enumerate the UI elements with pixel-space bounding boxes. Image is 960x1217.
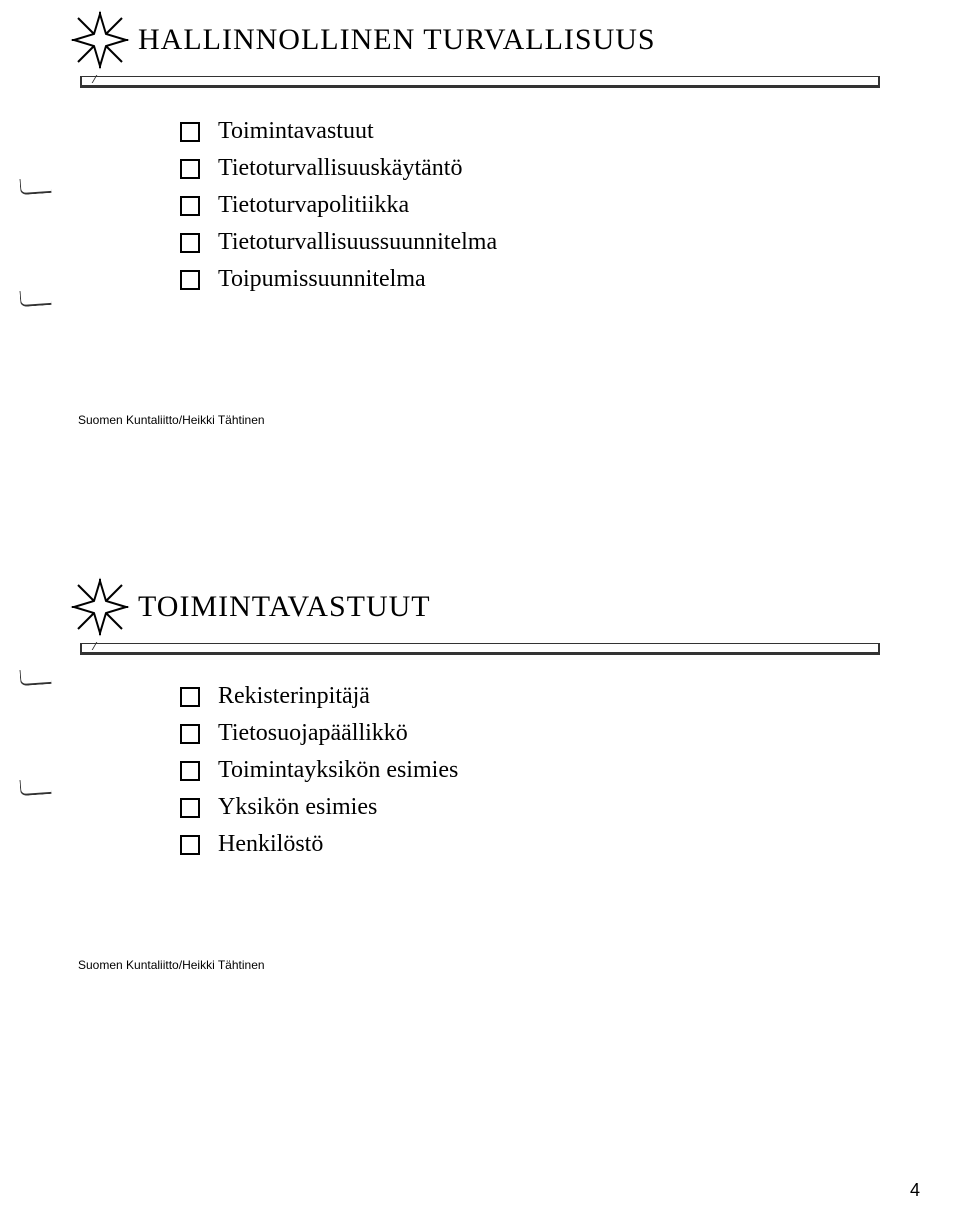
section-hallinnollinen: HALLINNOLLINEN TURVALLISUUS Toimintavast… <box>0 0 960 427</box>
item-label: Tietoturvallisuuskäytäntö <box>218 155 462 182</box>
margin-tick-icon <box>19 778 51 796</box>
section-toimintavastuut: TOIMINTAVASTUUT Rekisterinpitäjä Tietosu… <box>0 567 960 972</box>
item-label: Tietosuojapäällikkö <box>218 720 408 747</box>
page-number: 4 <box>910 1180 920 1201</box>
item-label: Tietoturvallisuussuunnitelma <box>218 229 497 256</box>
list-item: Rekisterinpitäjä <box>180 683 960 710</box>
list-item: Tietoturvapolitiikka <box>180 192 960 219</box>
star-icon <box>70 10 130 70</box>
list-item: Tietoturvallisuuskäytäntö <box>180 155 960 182</box>
section-title-1: HALLINNOLLINEN TURVALLISUUS <box>138 23 656 57</box>
margin-tick-icon <box>19 177 51 195</box>
title-row-1: HALLINNOLLINEN TURVALLISUUS <box>0 0 960 70</box>
checkbox-icon <box>180 687 200 707</box>
list-item: Toimintayksikön esimies <box>180 757 960 784</box>
title-row-2: TOIMINTAVASTUUT <box>0 567 960 637</box>
checkbox-icon <box>180 724 200 744</box>
bullet-list-1: Toimintavastuut Tietoturvallisuuskäytänt… <box>180 118 960 293</box>
item-label: Toimintayksikön esimies <box>218 757 458 784</box>
checkbox-icon <box>180 761 200 781</box>
divider-1 <box>80 76 880 88</box>
checkbox-icon <box>180 798 200 818</box>
list-item: Henkilöstö <box>180 831 960 858</box>
item-label: Toipumissuunnitelma <box>218 266 426 293</box>
divider-2 <box>80 643 880 655</box>
checkbox-icon <box>180 159 200 179</box>
margin-tick-icon <box>19 668 51 686</box>
bullet-list-2: Rekisterinpitäjä Tietosuojapäällikkö Toi… <box>180 683 960 858</box>
list-item: Toimintavastuut <box>180 118 960 145</box>
checkbox-icon <box>180 835 200 855</box>
list-item: Tietoturvallisuussuunnitelma <box>180 229 960 256</box>
list-item: Toipumissuunnitelma <box>180 266 960 293</box>
item-label: Rekisterinpitäjä <box>218 683 370 710</box>
item-label: Yksikön esimies <box>218 794 377 821</box>
item-label: Tietoturvapolitiikka <box>218 192 409 219</box>
list-item: Tietosuojapäällikkö <box>180 720 960 747</box>
footer-attribution-1: Suomen Kuntaliitto/Heikki Tähtinen <box>78 413 960 427</box>
footer-attribution-2: Suomen Kuntaliitto/Heikki Tähtinen <box>78 958 960 972</box>
checkbox-icon <box>180 233 200 253</box>
star-icon <box>70 577 130 637</box>
list-item: Yksikön esimies <box>180 794 960 821</box>
item-label: Henkilöstö <box>218 831 323 858</box>
section-title-2: TOIMINTAVASTUUT <box>138 590 431 624</box>
checkbox-icon <box>180 122 200 142</box>
margin-tick-icon <box>19 289 51 307</box>
checkbox-icon <box>180 270 200 290</box>
item-label: Toimintavastuut <box>218 118 374 145</box>
checkbox-icon <box>180 196 200 216</box>
